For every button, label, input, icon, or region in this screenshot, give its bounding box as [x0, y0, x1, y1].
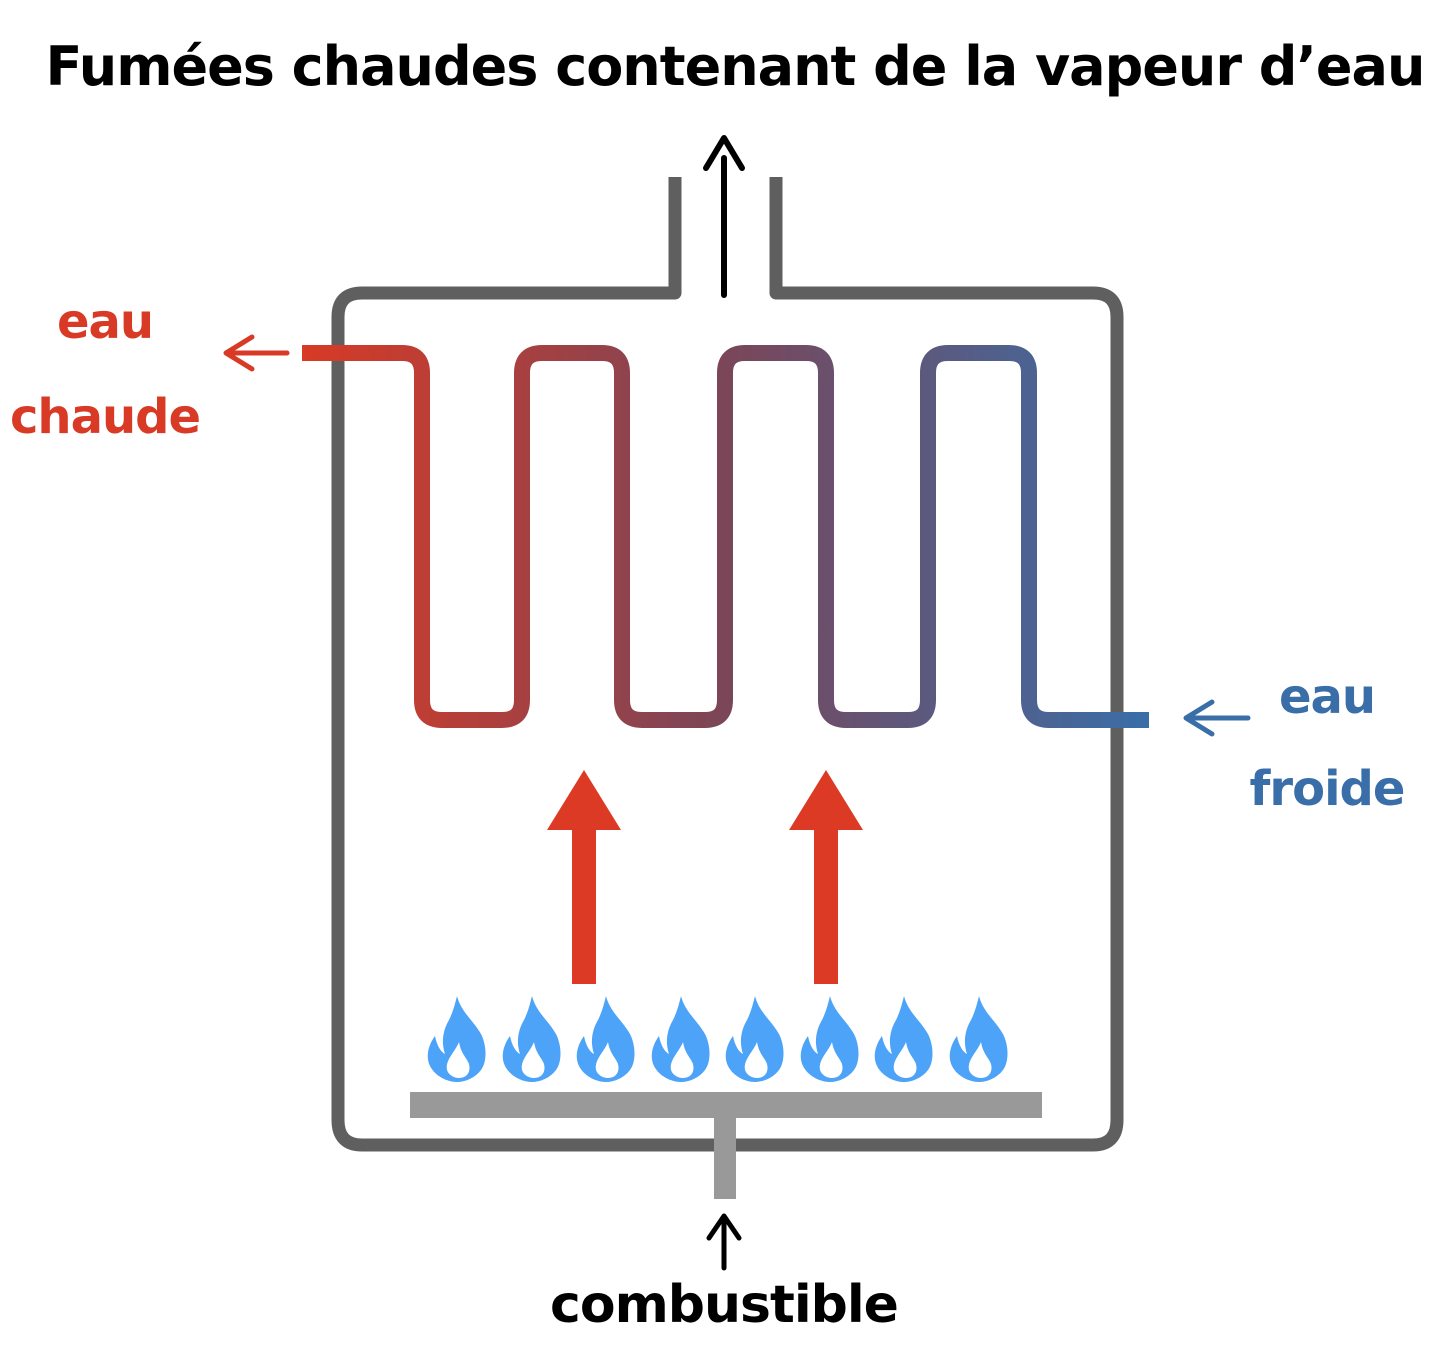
flame-icon [725, 996, 784, 1082]
exhaust-arrow [703, 135, 745, 298]
cold-water-arrow [1183, 699, 1251, 737]
fuel-arrow [706, 1213, 742, 1271]
flames [427, 996, 1008, 1082]
burner [410, 1092, 1042, 1199]
flame-icon [949, 996, 1008, 1082]
flame-icon [800, 996, 859, 1082]
flame-icon [651, 996, 710, 1082]
heat-arrow-left [547, 770, 621, 984]
title: Fumées chaudes contenant de la vapeur d’… [46, 35, 1425, 98]
flame-icon [576, 996, 635, 1082]
flame-icon [874, 996, 933, 1082]
hot-water-label-chaude: chaude [10, 389, 200, 445]
cold-water-label-froide: froide [1250, 761, 1405, 817]
heat-arrow-right [789, 770, 863, 984]
water-pipe [302, 345, 1149, 728]
fuel-label: combustible [550, 1275, 898, 1335]
flame-icon [427, 996, 486, 1082]
flame-icon [502, 996, 561, 1082]
hot-water-label-eau: eau [57, 294, 153, 350]
cold-water-label-eau: eau [1279, 669, 1375, 725]
hot-water-arrow [223, 334, 290, 372]
